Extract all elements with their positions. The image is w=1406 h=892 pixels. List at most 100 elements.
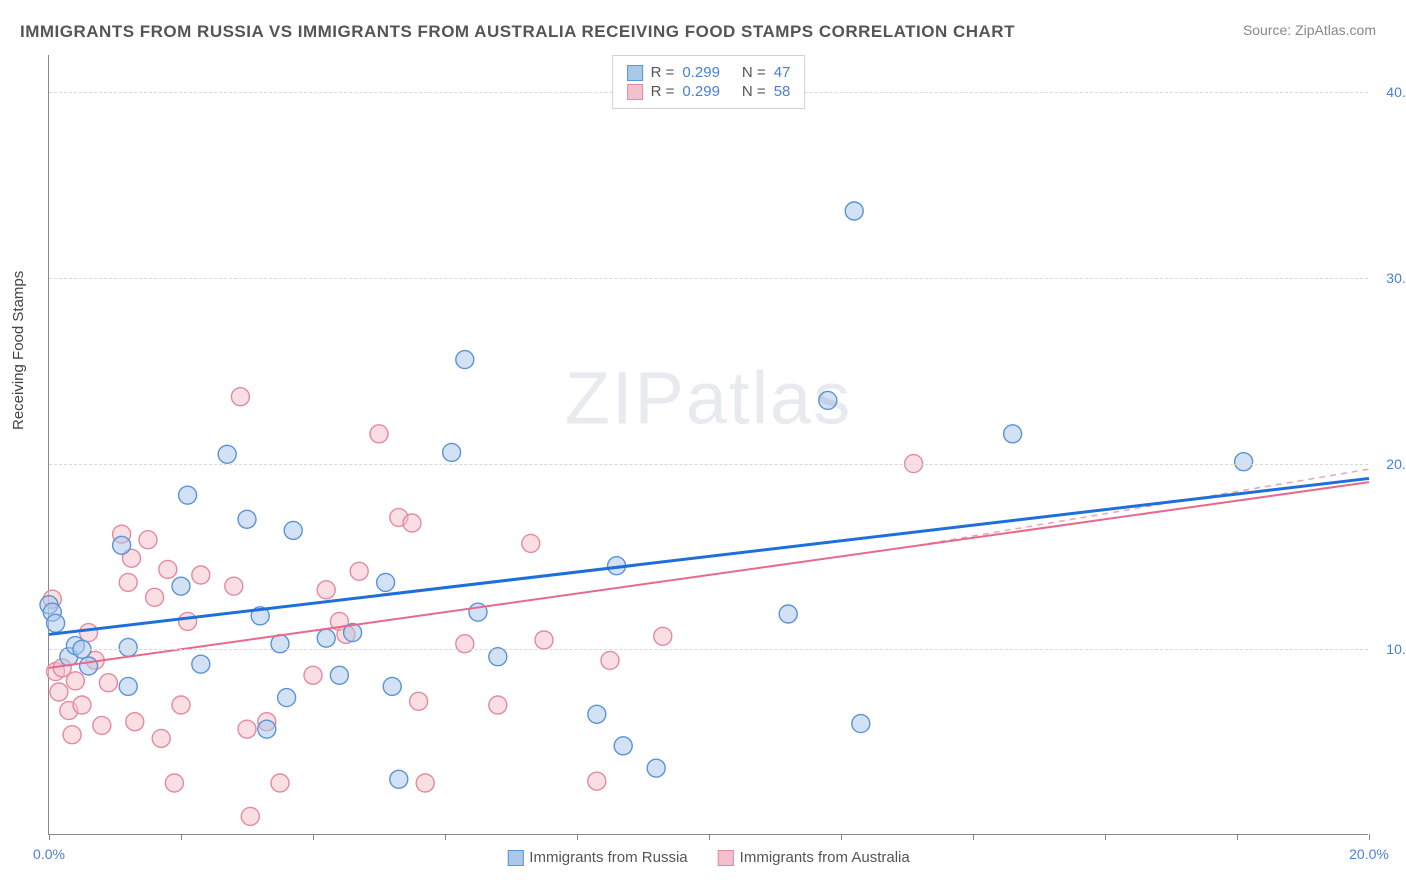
scatter-point-australia [63, 726, 81, 744]
source-attribution: Source: ZipAtlas.com [1243, 22, 1376, 38]
scatter-point-russia [852, 715, 870, 733]
scatter-point-russia [80, 657, 98, 675]
xtick [49, 834, 50, 840]
series-legend: Immigrants from Russia Immigrants from A… [507, 849, 909, 866]
scatter-point-russia [456, 351, 474, 369]
y-axis-label: Receiving Food Stamps [10, 271, 27, 430]
scatter-point-russia [647, 759, 665, 777]
scatter-point-russia [119, 677, 137, 695]
scatter-point-australia [179, 612, 197, 630]
scatter-point-russia [588, 705, 606, 723]
regression-line-russia [49, 478, 1369, 634]
scatter-svg [49, 55, 1368, 834]
plot-area: ZIPatlas R = 0.299 N = 47 R = 0.299 N = … [48, 55, 1368, 835]
xtick [181, 834, 182, 840]
swatch-australia [627, 84, 643, 100]
scatter-point-australia [654, 627, 672, 645]
legend-item-australia: Immigrants from Australia [718, 849, 910, 866]
scatter-point-australia [172, 696, 190, 714]
regression-extension [907, 469, 1369, 547]
gridline-h [49, 278, 1368, 279]
xtick-label: 20.0% [1349, 846, 1389, 862]
scatter-point-australia [304, 666, 322, 684]
scatter-point-australia [152, 729, 170, 747]
scatter-point-russia [284, 521, 302, 539]
legend-label-australia: Immigrants from Australia [740, 849, 910, 866]
n-label: N = [742, 83, 766, 100]
scatter-point-russia [218, 445, 236, 463]
legend-item-russia: Immigrants from Russia [507, 849, 687, 866]
scatter-point-australia [403, 514, 421, 532]
scatter-point-australia [241, 807, 259, 825]
scatter-point-australia [535, 631, 553, 649]
scatter-point-russia [377, 573, 395, 591]
scatter-point-australia [119, 573, 137, 591]
xtick [1237, 834, 1238, 840]
scatter-point-australia [50, 683, 68, 701]
xtick-label: 0.0% [33, 846, 65, 862]
scatter-point-russia [172, 577, 190, 595]
scatter-point-australia [126, 713, 144, 731]
scatter-point-australia [146, 588, 164, 606]
scatter-point-russia [1004, 425, 1022, 443]
scatter-point-australia [73, 696, 91, 714]
stats-row-australia: R = 0.299 N = 58 [627, 83, 791, 100]
scatter-point-russia [119, 638, 137, 656]
scatter-point-australia [225, 577, 243, 595]
scatter-point-russia [614, 737, 632, 755]
scatter-point-australia [159, 560, 177, 578]
xtick [973, 834, 974, 840]
scatter-point-russia [278, 689, 296, 707]
scatter-point-australia [350, 562, 368, 580]
swatch-australia [718, 850, 734, 866]
scatter-point-australia [410, 692, 428, 710]
source-link[interactable]: ZipAtlas.com [1295, 22, 1376, 38]
scatter-point-russia [383, 677, 401, 695]
scatter-point-australia [231, 388, 249, 406]
ytick-label: 10.0% [1386, 641, 1406, 657]
scatter-point-australia [66, 672, 84, 690]
scatter-point-russia [317, 629, 335, 647]
scatter-point-australia [93, 716, 111, 734]
scatter-point-russia [779, 605, 797, 623]
gridline-h [49, 464, 1368, 465]
scatter-point-australia [522, 534, 540, 552]
scatter-point-russia [390, 770, 408, 788]
xtick [313, 834, 314, 840]
xtick [577, 834, 578, 840]
xtick [445, 834, 446, 840]
r-label: R = [651, 64, 675, 81]
scatter-point-australia [139, 531, 157, 549]
scatter-point-russia [1235, 453, 1253, 471]
scatter-point-russia [845, 202, 863, 220]
scatter-point-russia [179, 486, 197, 504]
scatter-point-russia [443, 443, 461, 461]
chart-title: IMMIGRANTS FROM RUSSIA VS IMMIGRANTS FRO… [20, 22, 1015, 42]
n-value-russia: 47 [774, 64, 791, 81]
xtick [1369, 834, 1370, 840]
scatter-point-russia [819, 391, 837, 409]
gridline-h [49, 649, 1368, 650]
scatter-point-australia [601, 651, 619, 669]
scatter-point-australia [192, 566, 210, 584]
ytick-label: 20.0% [1386, 456, 1406, 472]
swatch-russia [507, 850, 523, 866]
xtick [841, 834, 842, 840]
scatter-point-australia [416, 774, 434, 792]
scatter-point-australia [238, 720, 256, 738]
source-prefix: Source: [1243, 22, 1295, 38]
scatter-point-australia [489, 696, 507, 714]
chart-container: IMMIGRANTS FROM RUSSIA VS IMMIGRANTS FRO… [0, 0, 1406, 892]
swatch-russia [627, 65, 643, 81]
scatter-point-russia [258, 720, 276, 738]
stats-row-russia: R = 0.299 N = 47 [627, 64, 791, 81]
scatter-point-russia [113, 536, 131, 554]
ytick-label: 30.0% [1386, 270, 1406, 286]
scatter-point-australia [271, 774, 289, 792]
scatter-point-russia [489, 648, 507, 666]
n-label: N = [742, 64, 766, 81]
scatter-point-australia [165, 774, 183, 792]
r-label: R = [651, 83, 675, 100]
legend-label-russia: Immigrants from Russia [529, 849, 687, 866]
scatter-point-russia [238, 510, 256, 528]
